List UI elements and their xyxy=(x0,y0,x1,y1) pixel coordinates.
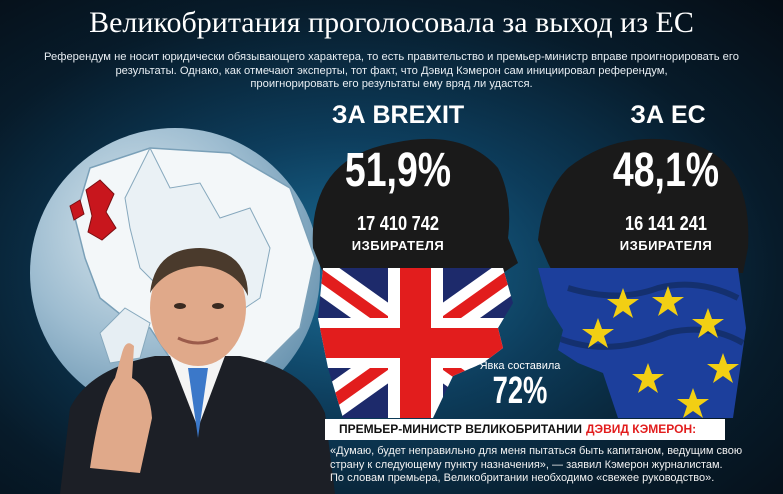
quote-line: «Думаю, будет неправильно для меня пытат… xyxy=(330,445,743,457)
brexit-voters-label: ИЗБИРАТЕЛЯ xyxy=(351,238,445,253)
subtitle-line: результаты. Однако, как отмечают эксперт… xyxy=(115,64,668,77)
eu-voters-label: ИЗБИРАТЕЛЯ xyxy=(619,238,713,253)
brexit-percent: 51,9% xyxy=(344,144,452,197)
pm-caption-text: ПРЕМЬЕР-МИНИСТР ВЕЛИКОБРИТАНИИ xyxy=(339,422,582,436)
page-title: Великобритания проголосовала за выход из… xyxy=(89,6,694,39)
prime-minister-caption: ПРЕМЬЕР-МИНИСТР ВЕЛИКОБРИТАНИИ ДЭВИД КЭМЕ… xyxy=(325,419,725,440)
brexit-votes: 17 410 742 xyxy=(356,213,440,235)
quote-line: По словам премьера, Великобритании необх… xyxy=(330,472,715,485)
pm-name: ДЭВИД КЭМЕРОН: xyxy=(586,422,697,436)
subtitle: Референдум не носит юридически обязывающ… xyxy=(30,51,753,92)
brexit-label: ЗА BREXIT xyxy=(331,101,465,129)
turnout-label: Явка составила xyxy=(479,360,561,372)
quote-line: страну к следующему пункту назначения», … xyxy=(330,458,723,471)
eu-label: ЗА ЕС xyxy=(630,101,706,129)
prime-minister-photo xyxy=(60,248,335,494)
eu-flag xyxy=(538,268,746,418)
subtitle-line: проигнорировать его результаты ему вряд … xyxy=(250,78,533,90)
pm-quote: «Думаю, будет неправильно для меня пытат… xyxy=(330,445,775,486)
eu-head xyxy=(538,138,749,418)
eu-votes: 16 141 241 xyxy=(624,213,708,235)
turnout-value: 72% xyxy=(492,370,548,412)
brexit-head xyxy=(312,138,518,418)
eu-percent: 48,1% xyxy=(612,144,720,197)
subtitle-line: Референдум не носит юридически обязывающ… xyxy=(44,51,739,63)
